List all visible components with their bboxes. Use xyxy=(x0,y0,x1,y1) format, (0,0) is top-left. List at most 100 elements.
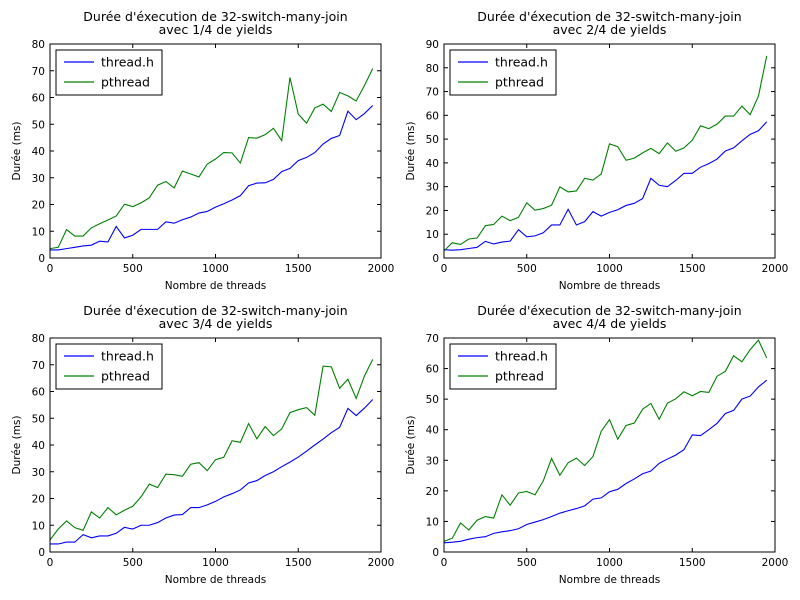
chart-panel-3: Durée d'éxecution de 32-switch-many-join… xyxy=(11,303,394,586)
x-tick-label: 1500 xyxy=(285,557,312,569)
legend: thread.h pthread xyxy=(55,49,163,96)
x-tick-label: 2000 xyxy=(368,557,395,569)
y-tick-label: 10 xyxy=(426,516,439,528)
legend-label: pthread xyxy=(495,75,544,90)
series-line-pthread xyxy=(444,339,768,542)
y-tick-label: 70 xyxy=(426,87,439,99)
y-tick-label: 20 xyxy=(426,205,439,217)
x-axis-label: Nombre de threads xyxy=(559,280,660,292)
y-axis-label: Durée (ms) xyxy=(11,416,23,475)
y-axis-label: Durée (ms) xyxy=(11,122,23,181)
y-tick-label: 80 xyxy=(32,39,45,51)
x-tick-label: 1500 xyxy=(679,263,706,275)
y-tick-label: 90 xyxy=(426,39,439,51)
y-tick-label: 60 xyxy=(426,110,439,122)
x-tick-label: 0 xyxy=(47,557,54,569)
legend: thread.h pthread xyxy=(449,49,557,96)
x-tick-label: 500 xyxy=(517,557,537,569)
y-tick-label: 50 xyxy=(32,119,45,131)
y-tick-label: 60 xyxy=(32,387,45,399)
x-tick-label: 1000 xyxy=(202,263,229,275)
y-tick-label: 80 xyxy=(32,333,45,345)
chart-title-line-1: Durée d'éxecution de 32-switch-many-join xyxy=(477,303,741,318)
y-tick-label: 60 xyxy=(32,93,45,105)
y-tick-label: 30 xyxy=(32,467,45,479)
x-tick-label: 0 xyxy=(441,557,448,569)
chart-title-line-2: avec 1/4 de yields xyxy=(159,22,273,37)
legend-label: pthread xyxy=(101,75,150,90)
y-tick-label: 70 xyxy=(32,360,45,372)
series-line-thread-h xyxy=(50,399,374,545)
y-tick-label: 50 xyxy=(32,413,45,425)
series-line-pthread xyxy=(50,359,374,541)
y-tick-label: 80 xyxy=(426,63,439,75)
chart-title-line-1: Durée d'éxecution de 32-switch-many-join xyxy=(83,9,347,24)
x-tick-label: 500 xyxy=(517,263,537,275)
y-tick-label: 40 xyxy=(32,440,45,452)
chart-title-line-1: Durée d'éxecution de 32-switch-many-join xyxy=(477,9,741,24)
x-axis-label: Nombre de threads xyxy=(165,574,266,586)
legend-box xyxy=(55,343,163,390)
y-tick-label: 50 xyxy=(426,394,439,406)
chart-title-line-2: avec 4/4 de yields xyxy=(553,316,667,331)
x-tick-label: 1000 xyxy=(202,557,229,569)
chart-title-line-2: avec 2/4 de yields xyxy=(553,22,667,37)
legend: thread.h pthread xyxy=(449,343,557,390)
y-tick-label: 0 xyxy=(432,547,439,559)
x-tick-label: 500 xyxy=(123,557,143,569)
legend-label: thread.h xyxy=(101,349,154,364)
y-tick-label: 60 xyxy=(426,364,439,376)
chart-panel-1: Durée d'éxecution de 32-switch-many-join… xyxy=(11,9,394,292)
y-tick-label: 20 xyxy=(32,200,45,212)
x-tick-label: 2000 xyxy=(762,557,789,569)
chart-title-line-1: Durée d'éxecution de 32-switch-many-join xyxy=(83,303,347,318)
x-tick-label: 1000 xyxy=(596,557,623,569)
y-tick-label: 0 xyxy=(38,253,45,265)
chart-panel-2: Durée d'éxecution de 32-switch-many-join… xyxy=(405,9,788,292)
chart-panel-4: Durée d'éxecution de 32-switch-many-join… xyxy=(405,303,788,586)
y-tick-label: 40 xyxy=(32,146,45,158)
x-axis-label: Nombre de threads xyxy=(559,574,660,586)
series-line-thread-h xyxy=(50,105,374,251)
legend-box xyxy=(55,49,163,96)
y-tick-label: 40 xyxy=(426,158,439,170)
chart-title-line-2: avec 3/4 de yields xyxy=(159,316,273,331)
legend-label: thread.h xyxy=(101,55,154,70)
y-tick-label: 30 xyxy=(426,455,439,467)
x-tick-label: 2000 xyxy=(368,263,395,275)
x-tick-label: 0 xyxy=(47,263,54,275)
y-tick-label: 0 xyxy=(432,253,439,265)
legend-box xyxy=(449,343,557,390)
x-tick-label: 1500 xyxy=(679,557,706,569)
x-tick-label: 500 xyxy=(123,263,143,275)
y-tick-label: 50 xyxy=(426,134,439,146)
y-tick-label: 70 xyxy=(426,333,439,345)
y-tick-label: 30 xyxy=(426,182,439,194)
y-tick-label: 10 xyxy=(32,520,45,532)
y-tick-label: 20 xyxy=(32,494,45,506)
legend-label: pthread xyxy=(495,369,544,384)
y-tick-label: 40 xyxy=(426,425,439,437)
x-axis-label: Nombre de threads xyxy=(165,280,266,292)
series-line-thread-h xyxy=(444,379,768,544)
series-line-pthread xyxy=(444,55,768,252)
series-line-thread-h xyxy=(444,121,768,251)
legend-label: pthread xyxy=(101,369,150,384)
legend-label: thread.h xyxy=(495,349,548,364)
series-line-pthread xyxy=(50,68,374,250)
y-axis-label: Durée (ms) xyxy=(405,416,417,475)
x-tick-label: 2000 xyxy=(762,263,789,275)
y-tick-label: 70 xyxy=(32,66,45,78)
y-tick-label: 20 xyxy=(426,486,439,498)
y-tick-label: 10 xyxy=(32,226,45,238)
y-axis-label: Durée (ms) xyxy=(405,122,417,181)
legend-box xyxy=(449,49,557,96)
y-tick-label: 0 xyxy=(38,547,45,559)
legend: thread.h pthread xyxy=(55,343,163,390)
legend-label: thread.h xyxy=(495,55,548,70)
y-tick-label: 30 xyxy=(32,173,45,185)
x-tick-label: 1500 xyxy=(285,263,312,275)
x-tick-label: 0 xyxy=(441,263,448,275)
y-tick-label: 10 xyxy=(426,229,439,241)
